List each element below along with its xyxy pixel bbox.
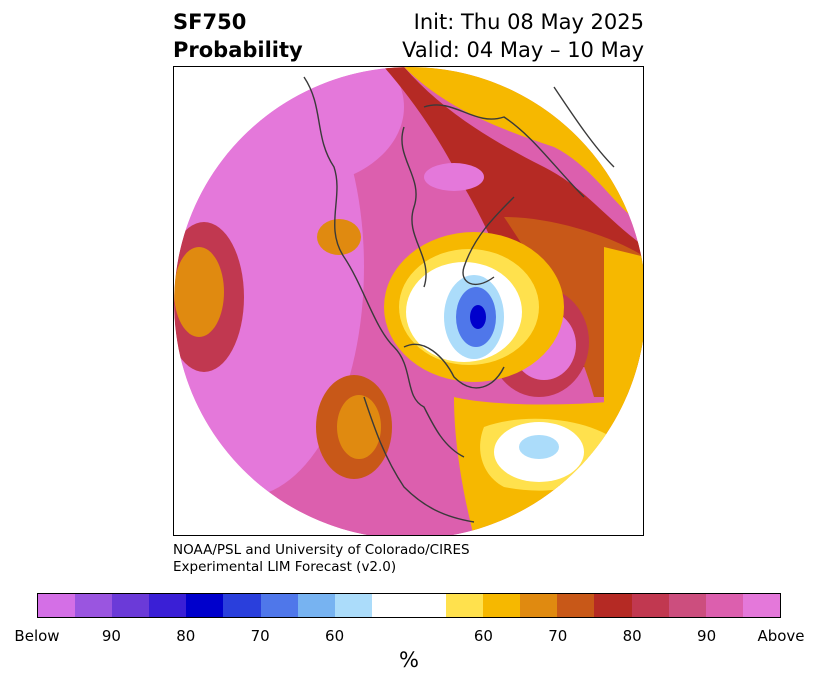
colorbar-tick-label: 60 xyxy=(325,627,345,645)
probability-field xyxy=(174,67,643,535)
colorbar-tick-label: 60 xyxy=(473,627,493,645)
colorbar-segment xyxy=(297,594,335,617)
colorbar-tick-label: 70 xyxy=(250,627,270,645)
colorbar-segment xyxy=(594,594,632,617)
colorbar-tick-label: 90 xyxy=(101,627,121,645)
credit-line-1: NOAA/PSL and University of Colorado/CIRE… xyxy=(173,542,470,558)
colorbar-tick-label: 90 xyxy=(697,627,717,645)
colorbar-tick-label: Above xyxy=(757,627,805,645)
colorbar-tick-label: 80 xyxy=(176,627,196,645)
valid-range-label: Valid: 04 May – 10 May xyxy=(402,38,644,62)
colorbar-tick-label: 70 xyxy=(548,627,568,645)
colorbar-segment xyxy=(631,594,669,617)
colorbar-segment xyxy=(446,594,484,617)
colorbar-tick-label: Below xyxy=(14,627,60,645)
colorbar-segment xyxy=(668,594,706,617)
colorbar-segment xyxy=(260,594,298,617)
colorbar-segment xyxy=(149,594,187,617)
colorbar-segment xyxy=(38,594,76,617)
colorbar-segment xyxy=(112,594,150,617)
colorbar-segment xyxy=(520,594,558,617)
init-date-label: Init: Thu 08 May 2025 xyxy=(413,10,644,34)
credit-text: NOAA/PSL and University of Colorado/CIRE… xyxy=(173,542,470,576)
colorbar-tick-label: 80 xyxy=(622,627,642,645)
colorbar-segment xyxy=(483,594,521,617)
colorbar-segment xyxy=(705,594,743,617)
polar-projection-map xyxy=(174,67,643,535)
product-label: Probability xyxy=(173,38,303,62)
colorbar-unit-label: % xyxy=(399,648,419,672)
colorbar-segment xyxy=(557,594,595,617)
colorbar-segment xyxy=(223,594,261,617)
colorbar-segment xyxy=(408,594,447,617)
coastlines xyxy=(303,76,615,523)
map-panel xyxy=(173,66,644,536)
colorbar-segment xyxy=(334,594,372,617)
colorbar-segment xyxy=(742,594,780,617)
colorbar xyxy=(37,593,781,618)
colorbar-segment xyxy=(371,594,409,617)
map-title-left: SF750 Probability xyxy=(173,8,303,64)
map-title-right: Init: Thu 08 May 2025 Valid: 04 May – 10… xyxy=(402,8,644,64)
colorbar-segment xyxy=(186,594,224,617)
credit-line-2: Experimental LIM Forecast (v2.0) xyxy=(173,559,397,575)
colorbar-segment xyxy=(75,594,113,617)
variable-label: SF750 xyxy=(173,10,247,34)
